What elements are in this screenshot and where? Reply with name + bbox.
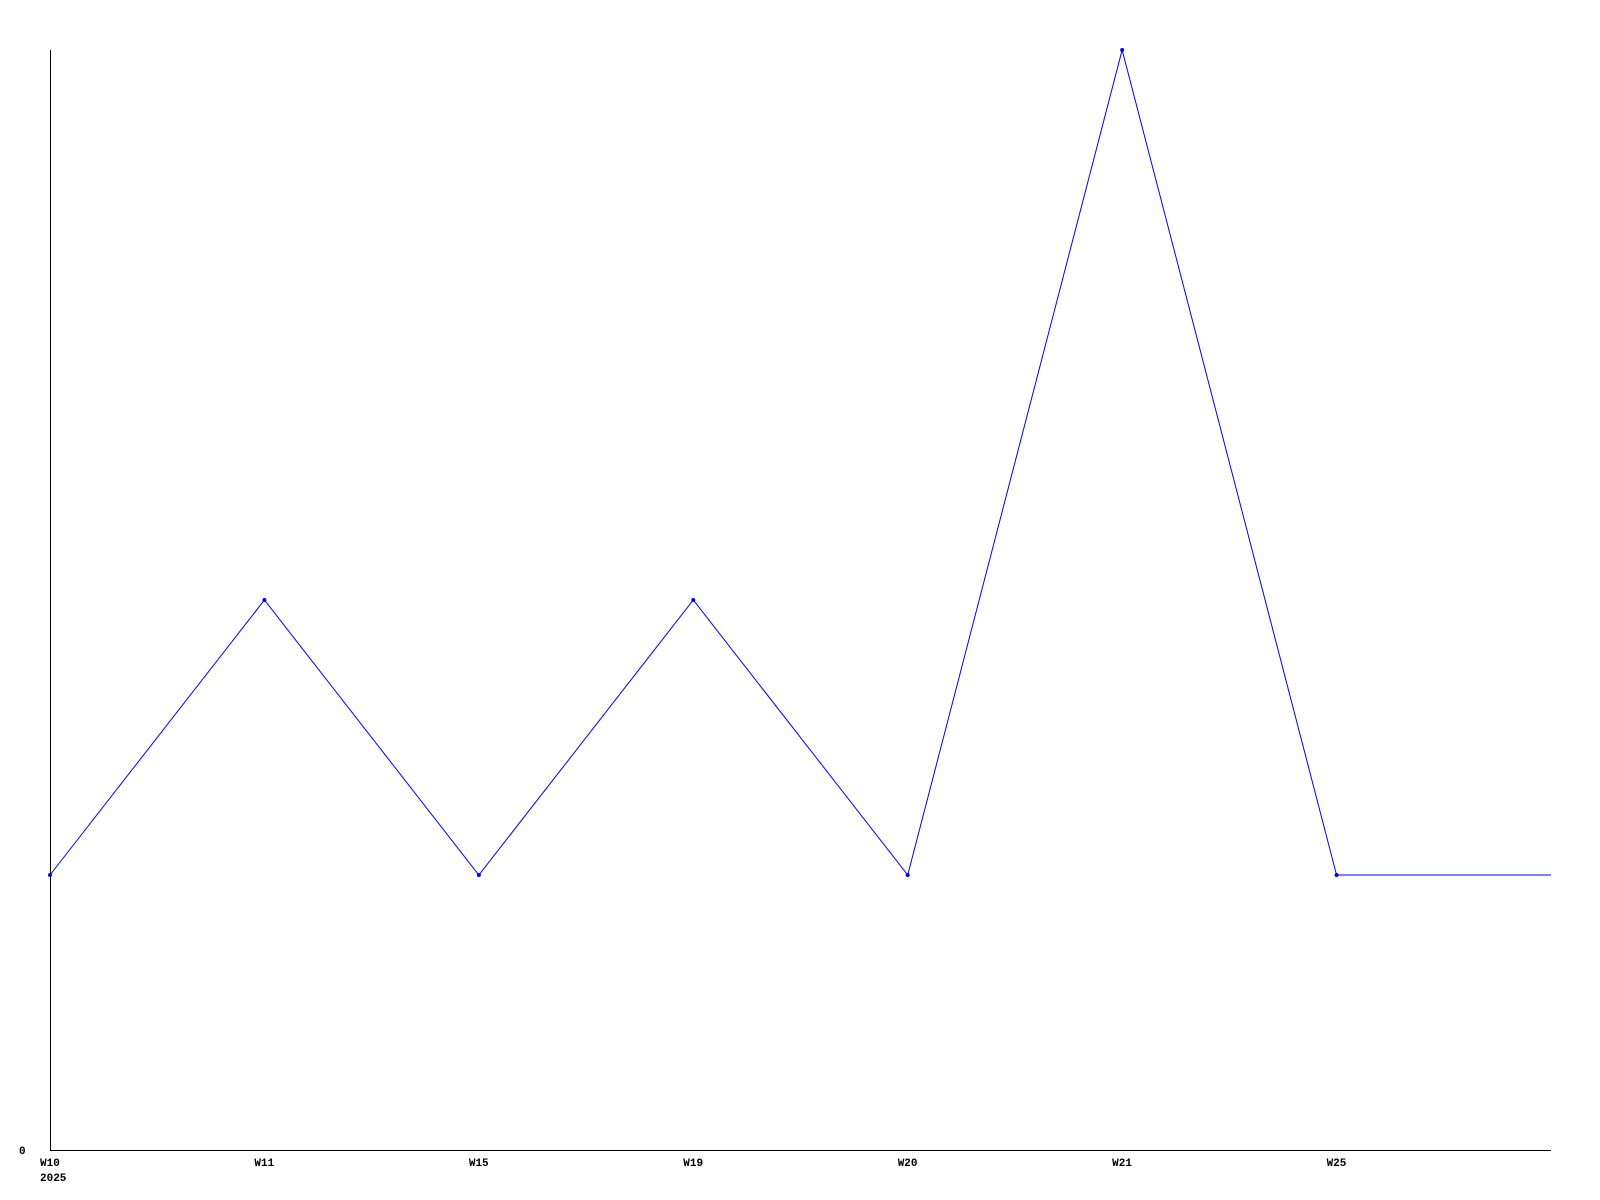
data-point	[905, 873, 910, 877]
x-tick-label: W11	[254, 1158, 274, 1170]
y-tick-label-0: 0	[19, 1146, 26, 1158]
data-point	[691, 598, 696, 602]
x-tick-label: W10	[40, 1158, 60, 1170]
x-tick-label: W20	[898, 1158, 918, 1170]
x-tick-label: W15	[469, 1158, 489, 1170]
x-tick-label: W25	[1327, 1158, 1347, 1170]
series-line	[49, 48, 1551, 877]
x-tick-label: W19	[683, 1158, 703, 1170]
data-point	[48, 873, 52, 877]
data-point	[262, 598, 267, 602]
data-point	[476, 873, 481, 877]
x-tick-label: W21	[1112, 1158, 1132, 1170]
x-year-label: 2025	[40, 1173, 67, 1185]
data-point	[1120, 48, 1125, 52]
data-point	[1334, 873, 1339, 877]
